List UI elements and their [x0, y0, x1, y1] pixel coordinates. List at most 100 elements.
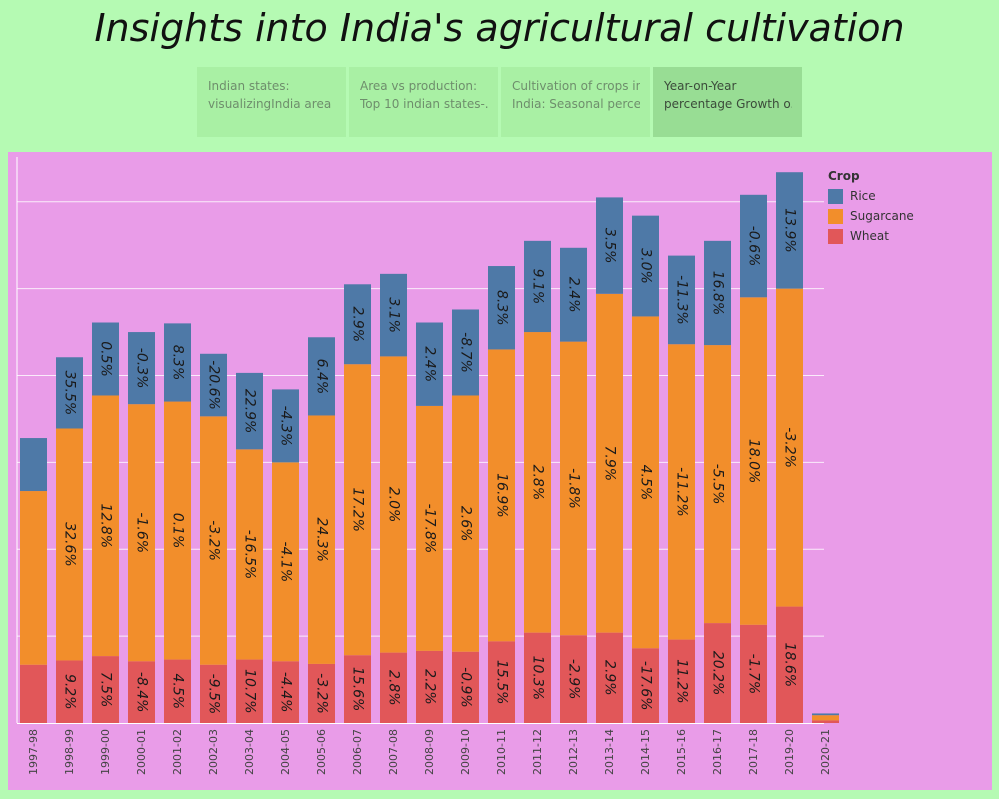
bar-segment-rice — [92, 322, 119, 396]
x-tick-label: 1998-99 — [63, 729, 76, 775]
dashboard-title: Insights into India's agricultural culti… — [94, 6, 905, 50]
data-label: 2.8% — [530, 465, 546, 501]
tab-area-vs-production[interactable]: Area vs production: Top 10 indian states… — [349, 67, 498, 137]
data-label: 3.0% — [638, 248, 654, 284]
data-label: 2.4% — [422, 346, 438, 382]
bar-segment-rice — [380, 273, 407, 357]
tab-line: Top 10 indian states-.. — [360, 97, 488, 111]
bar-segment-rice — [200, 353, 227, 417]
data-label: 22.9% — [242, 389, 258, 433]
bar-segment-rice — [128, 332, 155, 405]
data-label: 12.8% — [98, 504, 114, 548]
data-label: -4.1% — [278, 542, 294, 583]
bar-segment-wheat — [452, 651, 479, 723]
data-label: 3.5% — [602, 228, 618, 264]
legend-title: Crop — [828, 169, 860, 183]
bar-segment-wheat — [308, 663, 335, 723]
data-label: -3.2% — [782, 427, 798, 468]
data-label: -0.9% — [458, 667, 474, 708]
bar-segment-rice — [776, 172, 803, 289]
legend-item-wheat[interactable]: Wheat — [828, 226, 914, 246]
x-tick-label: 2015-16 — [675, 729, 688, 775]
data-label: -9.5% — [206, 674, 222, 715]
tab-yoy-growth[interactable]: Year-on-Year percentage Growth o.. — [653, 67, 802, 137]
x-tick-label: 1997-98 — [27, 729, 40, 775]
bar-segment-sugarcane — [740, 297, 767, 625]
data-label: -17.6% — [638, 661, 654, 711]
bar-segment-wheat — [776, 606, 803, 723]
data-label: -20.6% — [206, 360, 222, 410]
x-tick-label: 2019-20 — [783, 729, 796, 775]
data-label: 2.4% — [566, 277, 582, 313]
data-label: 2.9% — [350, 306, 366, 342]
bar-segment-rice — [524, 240, 551, 333]
data-label: 10.3% — [530, 656, 546, 700]
bar-segment-rice — [452, 309, 479, 396]
data-label: -2.9% — [566, 659, 582, 700]
bar-segment-wheat — [56, 660, 83, 723]
bar-segment-rice — [56, 357, 83, 429]
legend-item-rice[interactable]: Rice — [828, 186, 914, 206]
story-tabs: Indian states: visualizingIndia area .. … — [197, 67, 805, 137]
bar-segment-wheat — [812, 720, 839, 723]
data-label: -4.3% — [278, 406, 294, 447]
data-label: 15.6% — [350, 667, 366, 711]
tab-indian-states[interactable]: Indian states: visualizingIndia area .. — [197, 67, 346, 137]
legend-label: Wheat — [850, 229, 889, 243]
bar-segment-rice — [308, 337, 335, 416]
tab-line: percentage Growth o.. — [664, 97, 792, 111]
x-tick-label: 2001-02 — [171, 729, 184, 775]
bar-segment-rice — [812, 713, 839, 716]
bar-segment-wheat — [704, 623, 731, 723]
bar-segment-rice — [272, 389, 299, 463]
bar-segment-rice — [164, 323, 191, 402]
bar-segment-sugarcane — [20, 491, 47, 665]
data-label: 2.2% — [422, 669, 438, 705]
bar-segment-wheat — [236, 659, 263, 723]
x-tick-label: 2003-04 — [243, 729, 256, 775]
bar-segment-rice — [560, 247, 587, 342]
bar-segment-sugarcane — [416, 405, 443, 651]
legend: Crop Rice Sugarcane Wheat — [828, 169, 914, 246]
bar-segment-wheat — [524, 632, 551, 723]
legend-label: Sugarcane — [850, 209, 914, 223]
bar-segment-wheat — [164, 659, 191, 723]
tab-line: India: Seasonal perce.. — [512, 97, 640, 111]
tab-line: Cultivation of crops in — [512, 79, 640, 93]
bar-segment-sugarcane — [344, 364, 371, 656]
bar-segment-rice — [668, 255, 695, 345]
data-label: -0.6% — [746, 226, 762, 267]
data-label: -8.4% — [134, 672, 150, 713]
legend-swatch — [828, 188, 843, 204]
bar-segment-wheat — [632, 648, 659, 723]
bar-segment-sugarcane — [488, 349, 515, 642]
bar-segment-sugarcane — [776, 288, 803, 607]
bar-segment-sugarcane — [452, 395, 479, 652]
bar-segment-rice — [416, 322, 443, 406]
x-tick-label: 2012-13 — [567, 729, 580, 775]
legend-item-sugarcane[interactable]: Sugarcane — [828, 206, 914, 226]
tab-seasonal-cultivation[interactable]: Cultivation of crops in India: Seasonal … — [501, 67, 650, 137]
data-label: 2.9% — [602, 660, 618, 696]
x-tick-label: 2005-06 — [315, 729, 328, 775]
bar-segment-sugarcane — [308, 415, 335, 664]
bar-segment-wheat — [128, 661, 155, 723]
bar-segment-wheat — [740, 624, 767, 723]
legend-items: Rice Sugarcane Wheat — [828, 186, 914, 246]
bar-segment-wheat — [488, 641, 515, 723]
data-label: 2.6% — [458, 506, 474, 542]
bar-segment-sugarcane — [596, 293, 623, 633]
x-tick-label: 2008-09 — [423, 729, 436, 775]
data-label: -5.5% — [710, 464, 726, 505]
x-tick-label: 2000-01 — [135, 729, 148, 775]
legend-swatch — [828, 228, 843, 244]
x-tick-label: 2004-05 — [279, 729, 292, 775]
data-label: 7.9% — [602, 445, 618, 481]
x-tick-label: 2006-07 — [351, 729, 364, 775]
x-tick-label: 2011-12 — [531, 729, 544, 775]
data-label: 8.3% — [494, 290, 510, 326]
legend-swatch — [828, 208, 843, 224]
data-label: -17.8% — [422, 504, 438, 554]
data-label: 32.6% — [62, 522, 78, 566]
x-tick-label: 2014-15 — [639, 729, 652, 775]
